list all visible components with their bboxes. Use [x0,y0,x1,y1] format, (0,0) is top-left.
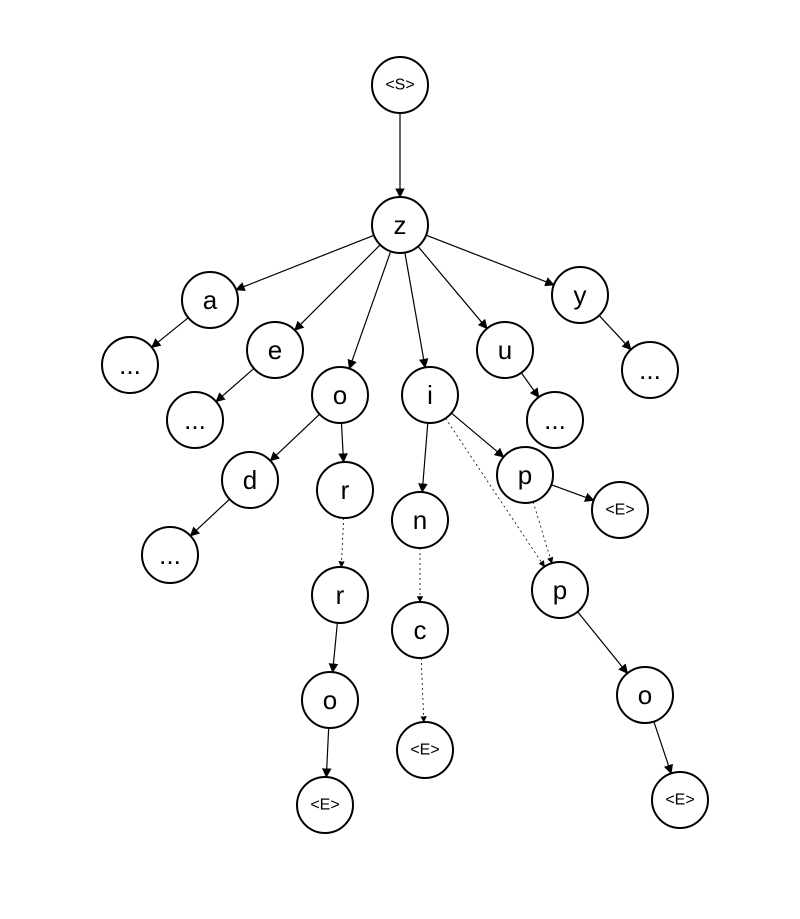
node-d: d [222,452,278,508]
node-label: u [498,335,512,365]
edge-z-a [236,235,374,289]
node-label: <E> [605,502,634,519]
edge-i-p1 [451,413,503,457]
node-label: ... [119,350,141,380]
edge-z-u [418,246,487,328]
edge-i-n [422,423,428,492]
node-dots3: ... [142,527,198,583]
node-p1: p [497,447,553,503]
edge-p1-p2 [533,502,552,563]
node-label: r [341,475,350,505]
node-label: <E> [410,742,439,759]
edge-o-r1 [341,423,343,462]
edge-r2-o2 [333,623,338,672]
node-label: <E> [665,792,694,809]
node-label: ... [159,540,181,570]
edge-o2-E1 [326,728,328,777]
node-S: <S> [372,57,428,113]
edge-o-d [270,414,319,461]
edge-o3-E4 [654,722,671,774]
node-label: o [333,380,347,410]
node-o2: o [302,672,358,728]
node-E3: <E> [592,482,648,538]
node-dots1: ... [102,337,158,393]
node-i: i [402,367,458,423]
node-label: y [574,280,587,310]
node-E1: <E> [297,777,353,833]
node-label: d [243,465,257,495]
node-label: ... [184,405,206,435]
nodes-group: <S> z a... e... o d... r r o <E> i n c <E> p <E> p o <E> u.… [102,57,708,833]
edge-r1-r2 [341,518,343,567]
node-e: e [247,322,303,378]
node-label: p [518,460,532,490]
node-E4: <E> [652,772,708,828]
node-label: n [413,505,427,535]
node-o: o [312,367,368,423]
edge-p1-E3 [551,485,593,501]
edge-d-dots3 [190,499,229,536]
edge-y-dots5 [599,315,631,349]
node-label: <S> [385,77,414,94]
edge-e-dots2 [216,368,254,401]
edge-a-dots1 [152,318,189,348]
node-c: c [392,602,448,658]
node-label: o [638,680,652,710]
node-dots2: ... [167,392,223,448]
node-label: a [203,285,218,315]
node-u: u [477,322,533,378]
edge-z-y [426,235,554,285]
edge-p2-o3 [578,612,628,673]
node-r2: r [312,567,368,623]
node-label: z [394,210,407,240]
node-label: c [414,615,427,645]
node-label: <E> [310,797,339,814]
edge-z-i [405,253,425,368]
node-a: a [182,272,238,328]
node-n: n [392,492,448,548]
node-dots4: ... [527,392,583,448]
node-E2: <E> [397,722,453,778]
node-label: ... [544,405,566,435]
node-label: r [336,580,345,610]
edge-u-dots4 [521,373,538,397]
node-label: o [323,685,337,715]
node-r1: r [317,462,373,518]
node-z: z [372,197,428,253]
node-y: y [552,267,608,323]
edge-c-E2 [421,658,424,722]
node-label: ... [639,355,661,385]
node-p2: p [532,562,588,618]
node-o3: o [617,667,673,723]
tree-diagram: <S> z a... e... o d... r r o <E> i n c <E> p <E> p o <E> u.… [0,0,800,919]
node-dots5: ... [622,342,678,398]
node-label: e [268,335,282,365]
node-label: i [427,380,433,410]
node-label: p [553,575,567,605]
